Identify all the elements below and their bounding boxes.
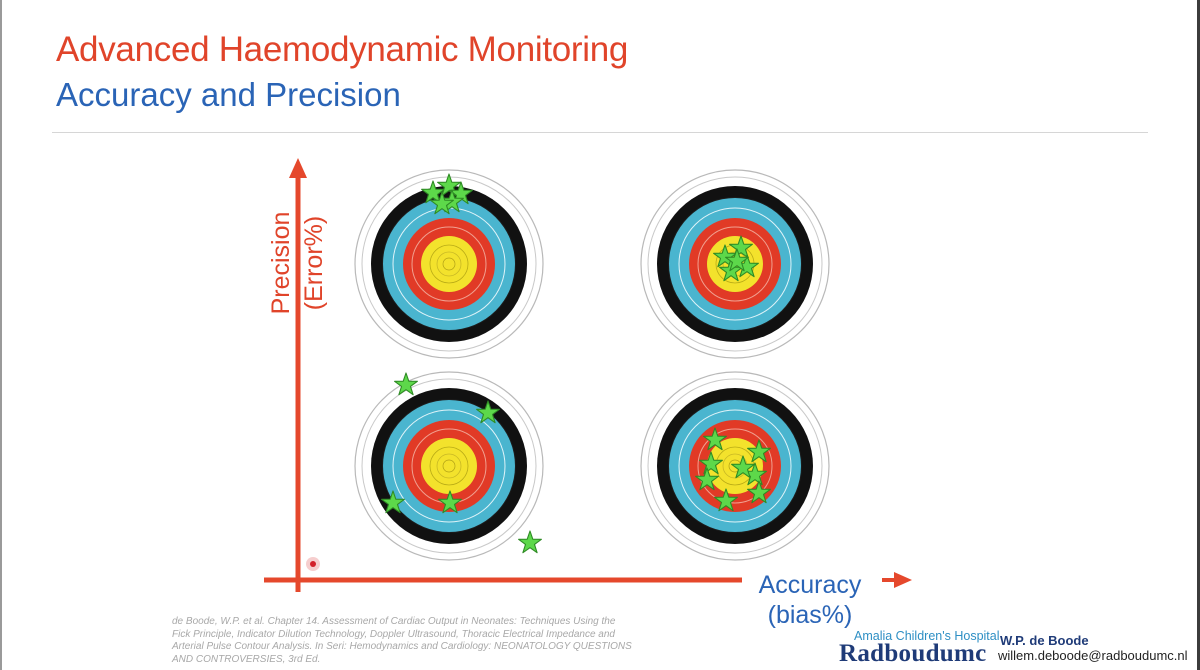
- citation-line: Fick Principle, Indicator Dilution Techn…: [172, 628, 615, 640]
- citation-line: de Boode, W.P. et al. Chapter 14. Assess…: [172, 616, 616, 627]
- radboudumc-logo: Radboudumc: [839, 640, 987, 667]
- window-right-edge: [1197, 0, 1200, 670]
- slide-title: Advanced Haemodynamic Monitoring: [56, 30, 629, 69]
- target-high-precision-low-accuracy: [354, 169, 544, 359]
- slide-left-edge: [0, 0, 2, 670]
- y-axis-arrowhead: [289, 158, 307, 178]
- citation: de Boode, W.P. et al. Chapter 14. Assess…: [172, 616, 662, 666]
- x-axis-label-line2: (bias%): [767, 601, 853, 629]
- hospital-name: Amalia Children's Hospital: [854, 629, 1000, 643]
- x-axis-label: Accuracy (bias%): [730, 570, 890, 630]
- citation-line: AND CONTROVERSIES, 3rd Ed.: [172, 653, 321, 665]
- target-low-precision-high-accuracy: [640, 371, 830, 561]
- x-axis-arrowhead: [894, 572, 912, 588]
- author-name: W.P. de Boode: [1000, 633, 1089, 648]
- slide-subtitle: Accuracy and Precision: [56, 76, 401, 113]
- target-low-precision-low-accuracy: [354, 371, 544, 561]
- target-high-precision-high-accuracy: [640, 169, 830, 359]
- y-axis-label-line2: (Error%): [300, 215, 328, 311]
- x-axis-label-line1: Accuracy: [758, 571, 862, 599]
- author-email: willem.deboode@radboudumc.nl: [998, 648, 1188, 663]
- y-axis-label: Precision (Error%): [265, 148, 331, 378]
- citation-line: Arterial Pulse Contour Analysis. In Seri…: [172, 641, 632, 653]
- y-axis-label-line1: Precision: [267, 211, 295, 315]
- laser-pointer-dot: [310, 561, 316, 567]
- target-bl-star-5: [518, 530, 542, 554]
- title-divider: [52, 132, 1148, 133]
